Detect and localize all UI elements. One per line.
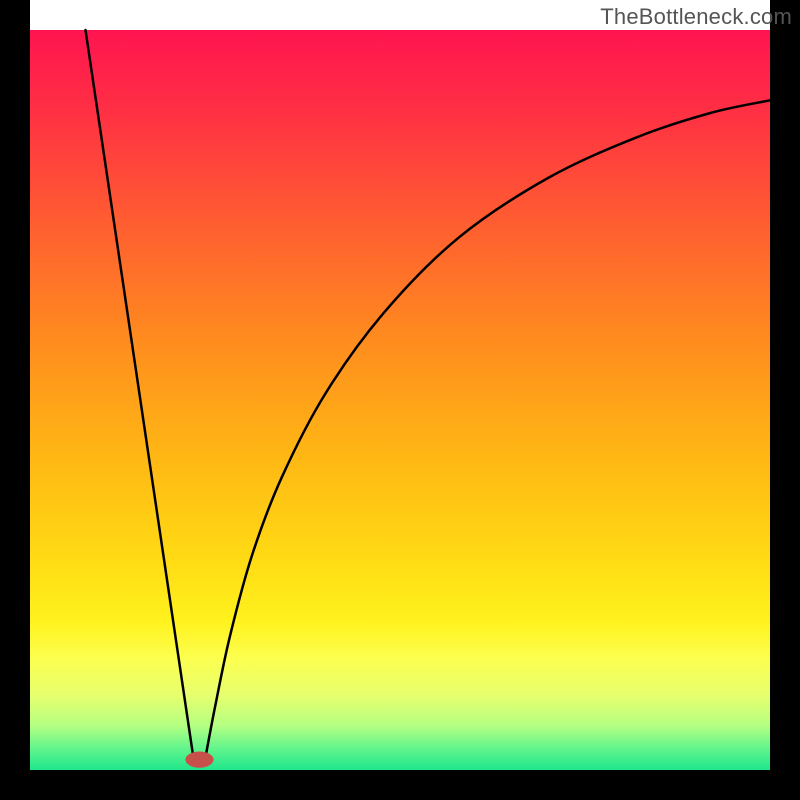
bottleneck-chart	[0, 0, 800, 800]
watermark-label: TheBottleneck.com	[600, 4, 792, 30]
frame-left	[0, 0, 30, 800]
frame-right	[770, 0, 800, 800]
minimum-marker	[185, 752, 213, 768]
frame-bottom	[0, 770, 800, 800]
